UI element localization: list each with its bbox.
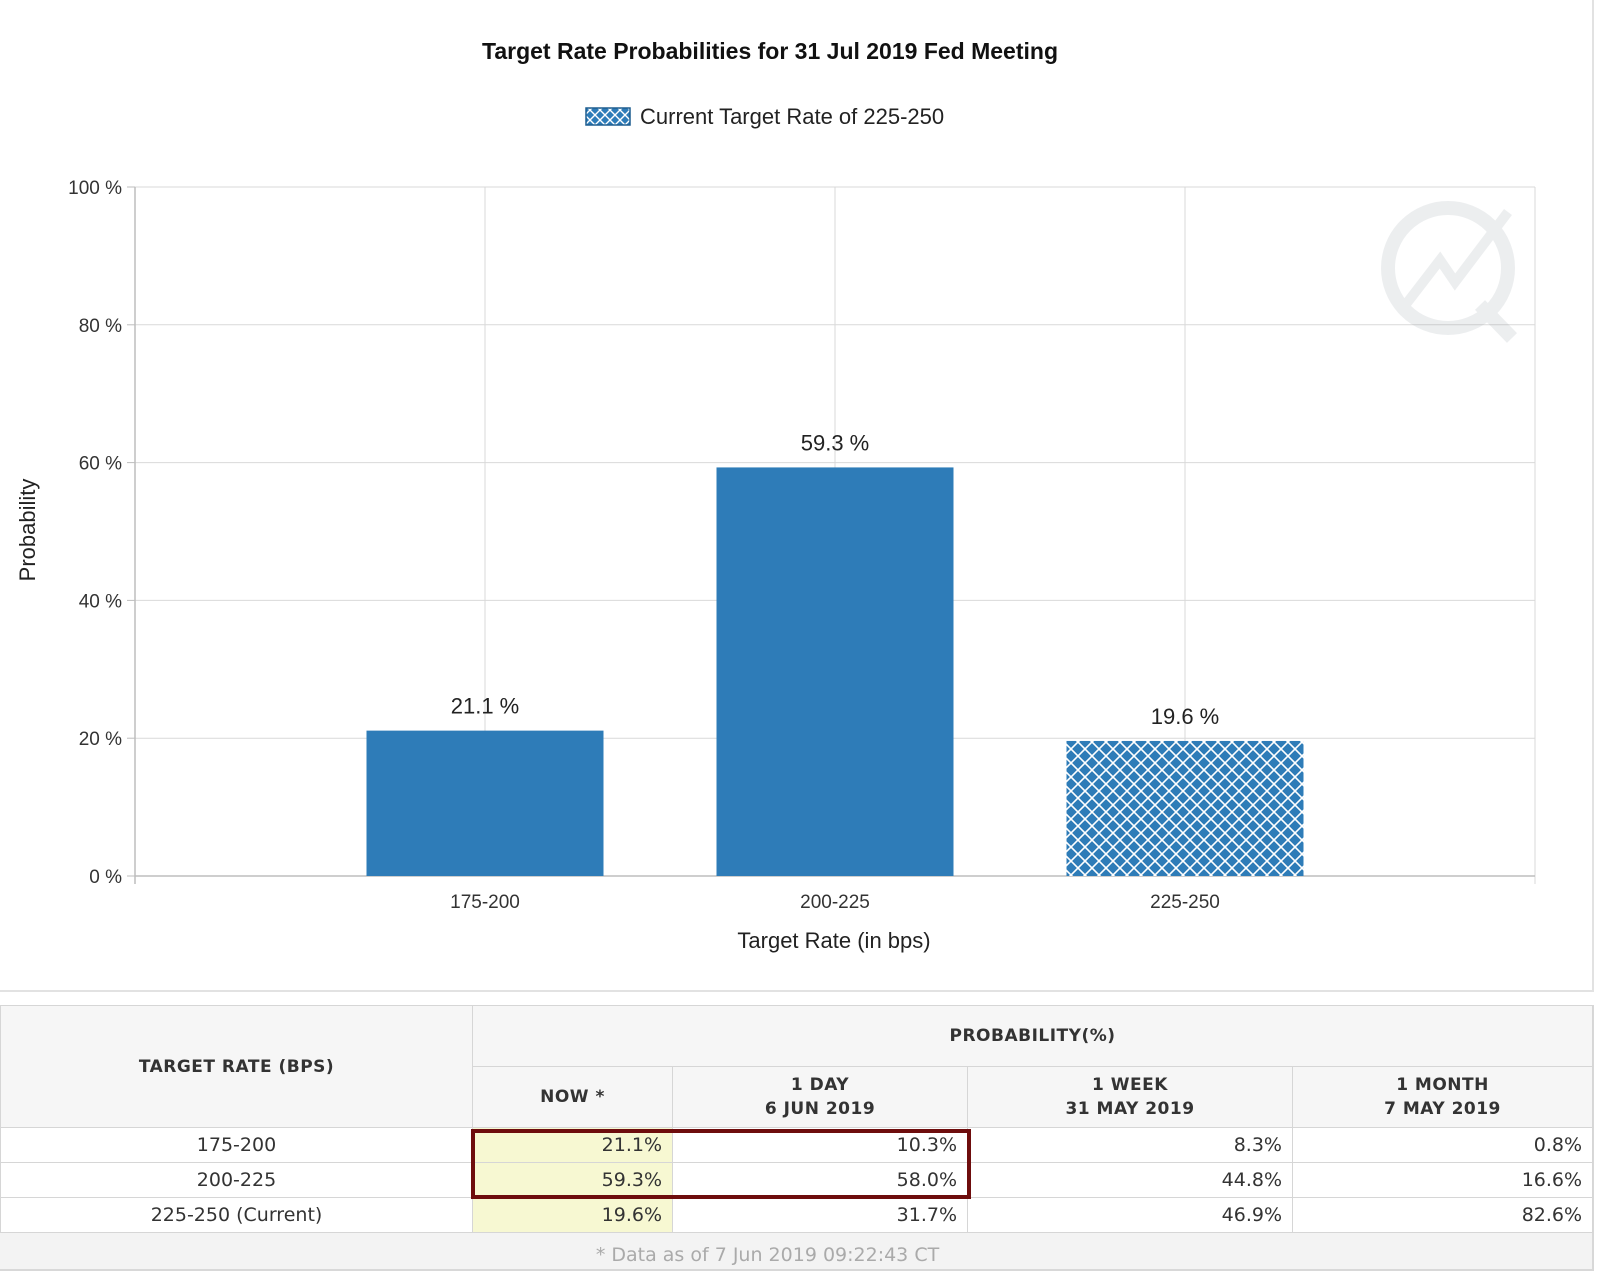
y-tick-label: 0 % (89, 867, 122, 888)
x-tick-label: 200-225 (800, 892, 870, 913)
day-cell: 10.3% (672, 1127, 968, 1163)
rate-cell: 200-225 (0, 1162, 473, 1198)
probability-table-panel: TARGET RATE (BPS) PROBABILITY(%) NOW * 1… (0, 1005, 1594, 1271)
table-row: 225-250 (Current) 19.6% 31.7% 46.9% 82.6… (0, 1197, 1594, 1233)
bars (366, 467, 1304, 876)
rate-cell: 225-250 (Current) (0, 1197, 473, 1233)
legend-label: Current Target Rate of 225-250 (640, 104, 944, 129)
y-tick-label: 80 % (79, 316, 122, 337)
col-header-1month-date: 7 MAY 2019 (1384, 1099, 1501, 1119)
bar-225-250 (1066, 740, 1304, 876)
table-row: 200-225 59.3% 58.0% 44.8% 16.6% (0, 1162, 1594, 1198)
col-header-1day: 1 DAY 6 JUN 2019 (672, 1066, 968, 1128)
week-cell: 44.8% (967, 1162, 1293, 1198)
col-header-1month-label: 1 MONTH (1396, 1075, 1489, 1095)
month-cell: 16.6% (1291, 1162, 1594, 1198)
probability-header: PROBABILITY(%) (471, 1005, 1594, 1067)
y-axis-title: Probability (15, 479, 40, 582)
day-cell: 58.0% (672, 1162, 968, 1198)
rate-cell: 175-200 (0, 1127, 473, 1163)
data-label: 19.6 % (1151, 704, 1220, 729)
now-cell: 19.6% (472, 1197, 673, 1233)
tick-labels: 0 % 20 % 40 % 60 % 80 % 100 % 175-200 200-225 22… (68, 178, 1220, 913)
day-cell: 31.7% (672, 1197, 968, 1233)
chart-panel: Target Rate Probabilities for 31 Jul 201… (0, 0, 1594, 992)
legend-swatch (585, 107, 631, 126)
x-tick-label: 175-200 (450, 892, 520, 913)
data-labels: 21.1 % 59.3 % 19.6 % (451, 430, 1220, 729)
now-cell: 21.1% (472, 1127, 673, 1163)
data-label: 59.3 % (801, 430, 870, 455)
col-header-1week-label: 1 WEEK (1092, 1075, 1168, 1095)
bar-175-200 (366, 730, 604, 876)
col-header-1month: 1 MONTH 7 MAY 2019 (1291, 1066, 1594, 1128)
col-header-1day-date: 6 JUN 2019 (764, 1099, 876, 1119)
bar-chart: Target Rate Probabilities for 31 Jul 201… (15, 38, 1536, 953)
probability-table: TARGET RATE (BPS) PROBABILITY(%) NOW * 1… (0, 1005, 1594, 1233)
footnote: * Data as of 7 Jun 2019 09:22:43 CT (595, 1244, 940, 1266)
col-header-1week-date: 31 MAY 2019 (1065, 1099, 1195, 1119)
week-cell: 8.3% (967, 1127, 1293, 1163)
watermark-logo (1381, 201, 1518, 343)
y-tick-label: 60 % (79, 454, 122, 475)
col-header-1week: 1 WEEK 31 MAY 2019 (967, 1066, 1293, 1128)
col-header-now: NOW * (472, 1066, 673, 1128)
month-cell: 0.8% (1291, 1127, 1594, 1163)
target-rate-header: TARGET RATE (BPS) (0, 1005, 473, 1128)
col-header-now-label: NOW * (540, 1087, 605, 1107)
y-tick-label: 100 % (68, 178, 122, 199)
x-axis-title: Target Rate (in bps) (737, 928, 930, 953)
x-tick-label: 225-250 (1150, 892, 1220, 913)
bar-200-225 (716, 467, 954, 876)
data-label: 21.1 % (451, 694, 520, 719)
week-cell: 46.9% (967, 1197, 1293, 1233)
y-tick-label: 40 % (79, 591, 122, 612)
y-tick-label: 20 % (79, 729, 122, 750)
now-cell: 59.3% (472, 1162, 673, 1198)
month-cell: 82.6% (1291, 1197, 1594, 1233)
legend: Current Target Rate of 225-250 (585, 104, 944, 129)
col-header-1day-label: 1 DAY (790, 1075, 850, 1095)
chart-title: Target Rate Probabilities for 31 Jul 201… (482, 38, 1058, 64)
table-row: 175-200 21.1% 10.3% 8.3% 0.8% (0, 1127, 1594, 1163)
